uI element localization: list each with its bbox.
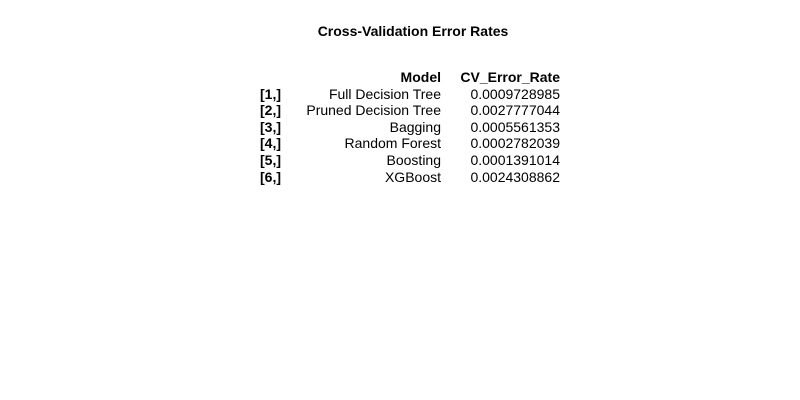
- cv-error-rate-cell: 0.0005561353: [470, 118, 560, 135]
- row-label: [6,]: [260, 168, 281, 185]
- row-label: [2,]: [260, 102, 281, 119]
- model-cell: Pruned Decision Tree: [306, 102, 441, 119]
- row-label: [5,]: [260, 151, 281, 168]
- chart-title: Cross-Validation Error Rates: [317, 23, 509, 39]
- row-label: [4,]: [260, 135, 281, 152]
- model-cell: Full Decision Tree: [328, 85, 441, 102]
- cv-error-rate-cell: 0.0027777044: [470, 102, 560, 119]
- model-cell: XGBoost: [384, 168, 441, 185]
- table-row: [5,] Boosting 0.0001391014: [250, 152, 560, 169]
- column-header-model: Model: [400, 69, 441, 85]
- table-row: [6,] XGBoost 0.0024308862: [250, 169, 560, 186]
- model-cell: Boosting: [386, 151, 441, 168]
- table-row: [3,] Bagging 0.0005561353: [250, 119, 560, 136]
- column-header-cv-error-rate: CV_Error_Rate: [460, 69, 560, 85]
- cv-error-rate-cell: 0.0009728985: [470, 85, 560, 102]
- table-row: [1,] Full Decision Tree 0.0009728985: [250, 86, 560, 103]
- table-row: [2,] Pruned Decision Tree 0.0027777044: [250, 102, 560, 119]
- row-label: [1,]: [260, 85, 281, 102]
- cv-error-rate-cell: 0.0024308862: [470, 168, 560, 185]
- model-cell: Random Forest: [344, 135, 441, 152]
- row-label-header: [250, 69, 281, 86]
- header-row: Model CV_Error_Rate: [250, 69, 560, 86]
- row-label: [3,]: [260, 118, 281, 135]
- cv-error-table: Model CV_Error_Rate [1,] Full Decision T…: [250, 69, 560, 185]
- cv-error-rate-cell: 0.0001391014: [470, 151, 560, 168]
- model-cell: Bagging: [389, 118, 441, 135]
- table-row: [4,] Random Forest 0.0002782039: [250, 135, 560, 152]
- cv-error-rate-cell: 0.0002782039: [470, 135, 560, 152]
